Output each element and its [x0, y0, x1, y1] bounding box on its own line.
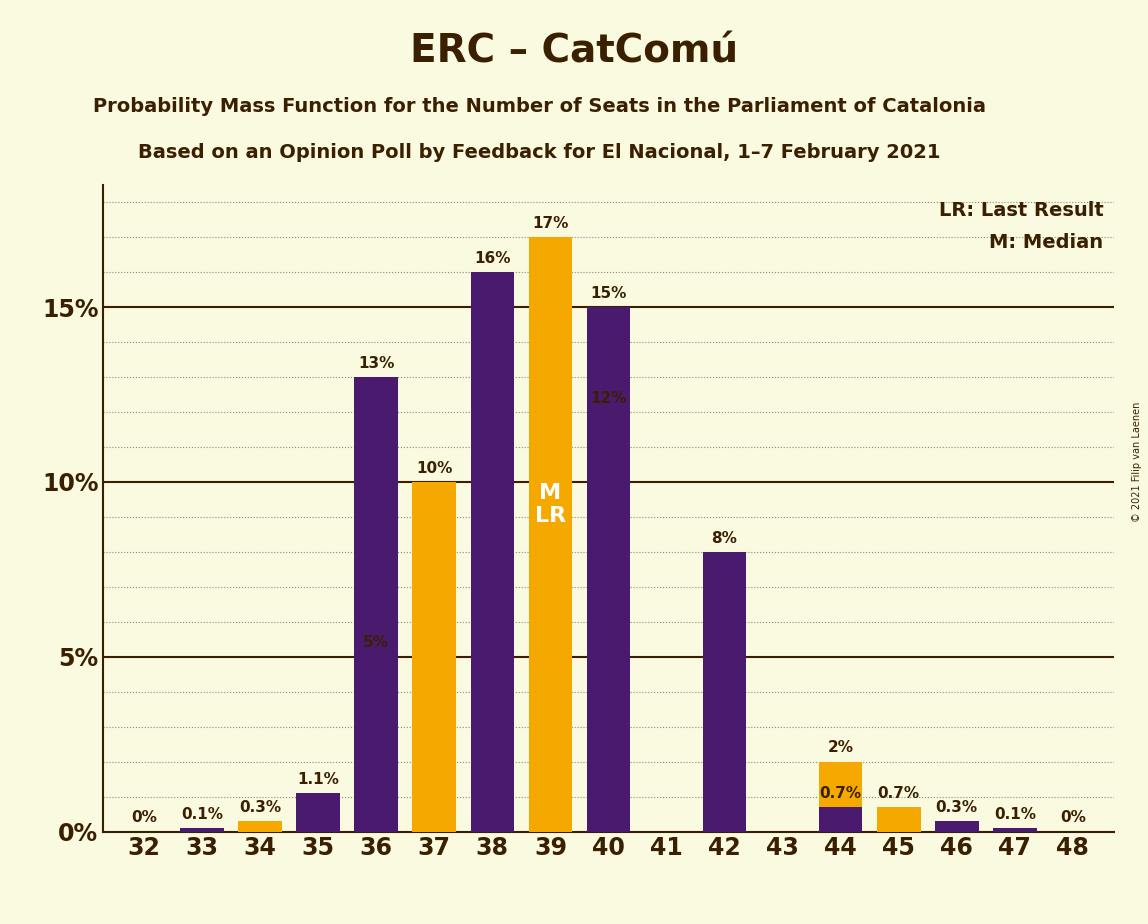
Text: 0.7%: 0.7%	[878, 785, 920, 801]
Bar	[180, 828, 224, 832]
Text: © 2021 Filip van Laenen: © 2021 Filip van Laenen	[1132, 402, 1142, 522]
Text: 10%: 10%	[416, 461, 452, 476]
Bar	[877, 808, 921, 832]
Text: ERC – CatComú: ERC – CatComú	[410, 32, 738, 70]
Text: M
LR: M LR	[535, 483, 566, 527]
Bar	[819, 761, 862, 832]
Text: 12%: 12%	[590, 391, 627, 406]
Text: 0%: 0%	[1060, 810, 1086, 825]
Bar	[528, 237, 572, 832]
Bar	[993, 828, 1037, 832]
Text: 15%: 15%	[590, 286, 627, 301]
Text: 0.3%: 0.3%	[239, 800, 281, 815]
Bar	[355, 377, 398, 832]
Text: 17%: 17%	[533, 216, 568, 231]
Bar	[587, 307, 630, 832]
Text: 1.1%: 1.1%	[297, 772, 339, 787]
Bar	[934, 821, 978, 832]
Text: 0.7%: 0.7%	[820, 785, 862, 801]
Bar	[934, 821, 978, 832]
Text: 8%: 8%	[712, 530, 737, 545]
Bar	[587, 412, 630, 832]
Text: M: Median: M: Median	[990, 233, 1103, 252]
Bar	[471, 273, 514, 832]
Text: 0.3%: 0.3%	[936, 800, 978, 815]
Text: 0.1%: 0.1%	[994, 807, 1035, 821]
Text: Based on an Opinion Poll by Feedback for El Nacional, 1–7 February 2021: Based on an Opinion Poll by Feedback for…	[138, 143, 941, 163]
Bar	[355, 657, 398, 832]
Text: 5%: 5%	[363, 636, 389, 650]
Bar	[239, 821, 282, 832]
Text: 13%: 13%	[358, 356, 395, 371]
Text: Probability Mass Function for the Number of Seats in the Parliament of Catalonia: Probability Mass Function for the Number…	[93, 97, 986, 116]
Text: 0%: 0%	[131, 810, 157, 825]
Text: 0.1%: 0.1%	[181, 807, 223, 821]
Bar	[703, 552, 746, 832]
Text: 2%: 2%	[828, 740, 854, 756]
Text: 16%: 16%	[474, 251, 511, 266]
Bar	[296, 793, 340, 832]
Text: LR: Last Result: LR: Last Result	[939, 201, 1103, 220]
Bar	[819, 808, 862, 832]
Bar	[412, 482, 456, 832]
